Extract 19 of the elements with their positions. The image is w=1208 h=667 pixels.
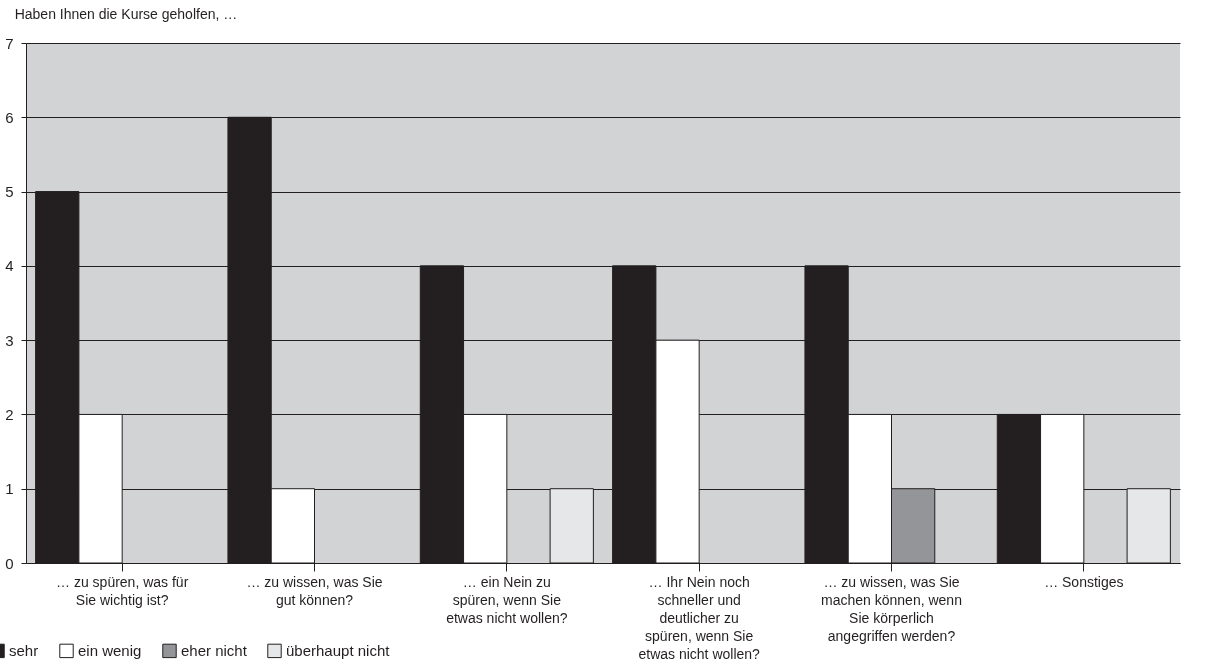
y-tick-label: 5 (5, 183, 14, 201)
x-tick-label: … ein Nein zu spüren, wenn Sie etwas nicht wollen? (446, 573, 568, 626)
x-tick-label: … zu spüren, was für Sie wichtig ist? (56, 573, 189, 608)
chart-title: Haben Ihnen die Kurse geholfen, … (14, 6, 238, 22)
y-tick-label: 0 (5, 554, 14, 572)
y-tick-label: 1 (5, 480, 14, 498)
x-tick-label: … Ihr Nein noch schneller und deutlicher zu spüren, wenn Sie etwas nicht wollen? (638, 573, 761, 662)
y-tick-label: 6 (5, 108, 14, 126)
legend-label: überhaupt nicht (286, 641, 391, 659)
y-tick-label: 7 (5, 34, 14, 52)
x-tick-label: … zu wissen, was Sie machen können, wenn Sie körperlich angegriffen werden? (821, 573, 962, 644)
legend-label: ein wenig (78, 641, 142, 659)
legend-label: eher nicht (181, 641, 248, 659)
x-tick-label: … zu wissen, was Sie gut können? (246, 573, 383, 608)
y-tick-label: 4 (5, 257, 14, 275)
y-tick-label: 2 (5, 405, 14, 423)
legend-label: sehr (9, 641, 39, 659)
x-tick-label: … Sonstiges (1044, 573, 1124, 590)
y-tick-label: 3 (5, 331, 14, 349)
